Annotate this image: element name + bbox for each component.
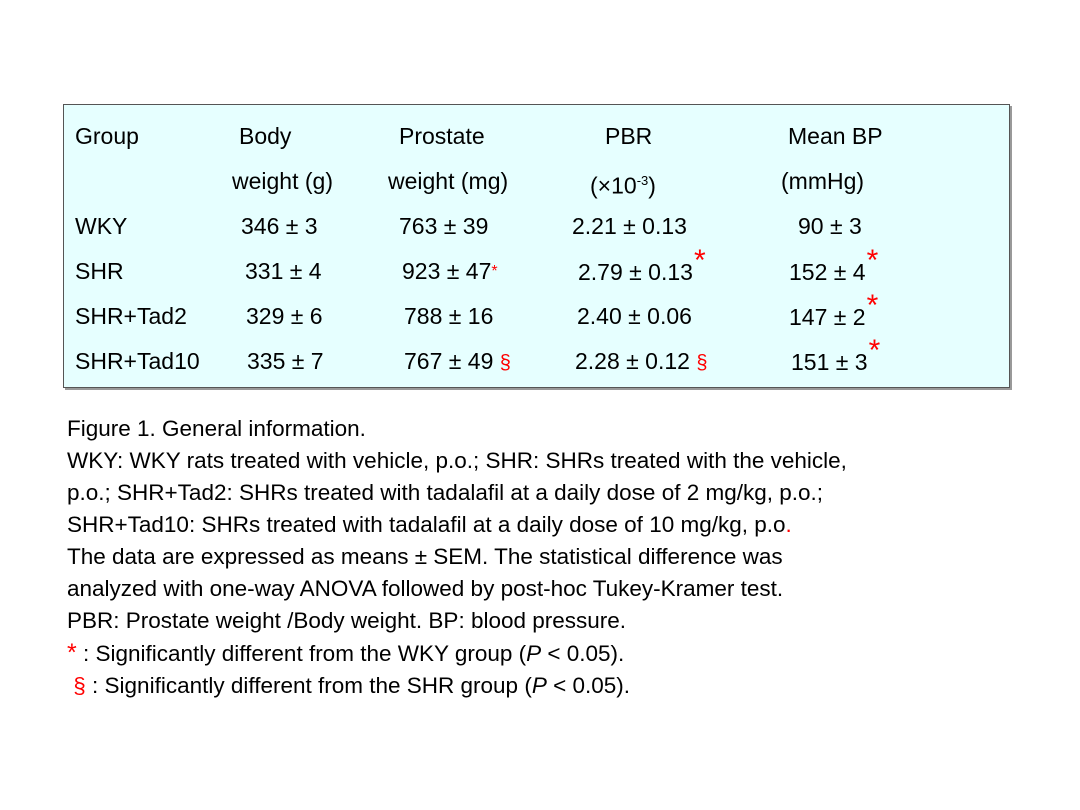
- header-prostate: Prostate: [399, 123, 485, 149]
- row-group: SHR+Tad2: [75, 303, 187, 329]
- row-bp: 152 ± 4*: [789, 244, 879, 286]
- caption-line: The data are expressed as means ± SEM. T…: [67, 544, 783, 569]
- caption-line: PBR: Prostate weight /Body weight. BP: b…: [67, 608, 627, 633]
- header-mean-bp: Mean BP: [788, 123, 883, 149]
- footnote-shr: § : Significantly different from the SHR…: [73, 673, 631, 698]
- row-body: 346 ± 3: [241, 213, 318, 239]
- footnote-star-mark: *: [67, 639, 77, 667]
- row-group: SHR: [75, 258, 124, 284]
- row-body: 329 ± 6: [246, 303, 323, 329]
- header-body: Body: [239, 123, 292, 149]
- row-prostate: 763 ± 39: [399, 213, 489, 239]
- caption-title: Figure 1. General information.: [67, 416, 366, 441]
- row-pbr: 2.21 ± 0.13: [572, 213, 687, 239]
- data-table: Group Body Prostate PBR Mean BP weight (…: [63, 104, 1010, 388]
- significance-star-wky: *: [693, 244, 706, 277]
- significance-section-shr: §: [499, 352, 511, 374]
- footnote-section-mark: §: [73, 673, 86, 698]
- caption-line: SHR+Tad10: SHRs treated with tadalafil a…: [67, 512, 792, 537]
- row-prostate: 923 ± 47*: [402, 258, 498, 284]
- caption-line: p.o.; SHR+Tad2: SHRs treated with tadala…: [67, 480, 824, 505]
- row-group: SHR+Tad10: [75, 348, 200, 374]
- row-prostate: 767 ± 49 §: [404, 348, 511, 374]
- row-body: 335 ± 7: [247, 348, 324, 374]
- row-bp: 151 ± 3*: [791, 334, 881, 376]
- row-pbr: 2.28 ± 0.12 §: [575, 348, 708, 374]
- header-pbr-unit: (×10-3): [590, 172, 656, 199]
- significance-section-shr: §: [696, 352, 708, 374]
- row-body: 331 ± 4: [245, 258, 322, 284]
- row-pbr: 2.79 ± 0.13*: [578, 244, 706, 286]
- footnote-wky: * : Significantly different from the WKY…: [67, 639, 625, 667]
- header-body-unit: weight (g): [232, 168, 333, 194]
- figure-caption: Figure 1. General information. WKY: WKY …: [67, 413, 1017, 702]
- header-group: Group: [75, 123, 139, 149]
- significance-star-wky: *: [866, 289, 879, 322]
- significance-star-wky: *: [868, 334, 881, 367]
- row-bp: 147 ± 2*: [789, 289, 879, 331]
- row-prostate: 788 ± 16: [404, 303, 494, 329]
- header-pbr: PBR: [605, 123, 653, 149]
- caption-line: WKY: WKY rats treated with vehicle, p.o.…: [67, 448, 847, 473]
- significance-star-wky: *: [491, 263, 498, 280]
- row-group: WKY: [75, 213, 128, 239]
- header-prostate-unit: weight (mg): [388, 168, 509, 194]
- significance-star-wky: *: [866, 244, 879, 277]
- caption-line: analyzed with one-way ANOVA followed by …: [67, 576, 784, 601]
- row-pbr: 2.40 ± 0.06: [577, 303, 692, 329]
- header-bp-unit: (mmHg): [781, 168, 865, 194]
- row-bp: 90 ± 3: [798, 213, 862, 239]
